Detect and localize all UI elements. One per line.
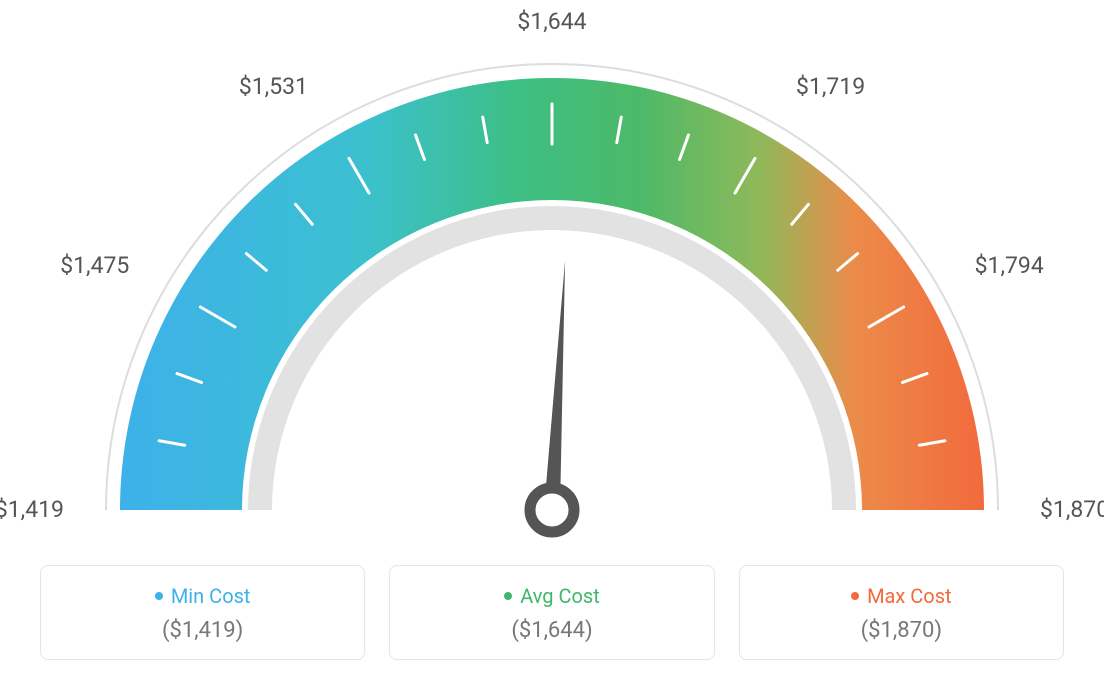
avg-cost-value: ($1,644): [410, 618, 693, 643]
legend-cards: Min Cost ($1,419) Avg Cost ($1,644) Max …: [40, 565, 1064, 660]
avg-cost-label: Avg Cost: [520, 584, 600, 608]
gauge-tick-label: $1,870: [1040, 496, 1104, 523]
max-cost-title: Max Cost: [760, 584, 1043, 608]
gauge-tick-label: $1,644: [517, 8, 587, 35]
gauge-tick-label: $1,531: [238, 73, 308, 100]
min-cost-title: Min Cost: [61, 584, 344, 608]
gauge-tick-label: $1,794: [975, 252, 1044, 279]
gauge-tick-label: $1,475: [59, 252, 129, 279]
gauge-tick-label: $1,419: [0, 496, 64, 523]
avg-cost-title: Avg Cost: [410, 584, 693, 608]
gauge-needle-hub: [530, 488, 574, 532]
max-cost-label: Max Cost: [867, 584, 952, 608]
gauge-svg: [0, 0, 1104, 560]
gauge-tick-label: $1,719: [796, 73, 865, 100]
min-cost-value: ($1,419): [61, 618, 344, 643]
min-cost-card: Min Cost ($1,419): [40, 565, 365, 660]
avg-cost-card: Avg Cost ($1,644): [389, 565, 714, 660]
min-dot-icon: [155, 592, 163, 600]
gauge-chart-container: $1,419 $1,475 $1,531 $1,644 $1,719 $1,794 $1,8…: [0, 0, 1104, 690]
max-dot-icon: [851, 592, 859, 600]
max-cost-value: ($1,870): [760, 618, 1043, 643]
avg-dot-icon: [504, 592, 512, 600]
gauge-area: $1,419 $1,475 $1,531 $1,644 $1,719 $1,794 $1,8…: [0, 0, 1104, 560]
min-cost-label: Min Cost: [171, 584, 251, 608]
gauge-needle: [544, 260, 565, 510]
max-cost-card: Max Cost ($1,870): [739, 565, 1064, 660]
